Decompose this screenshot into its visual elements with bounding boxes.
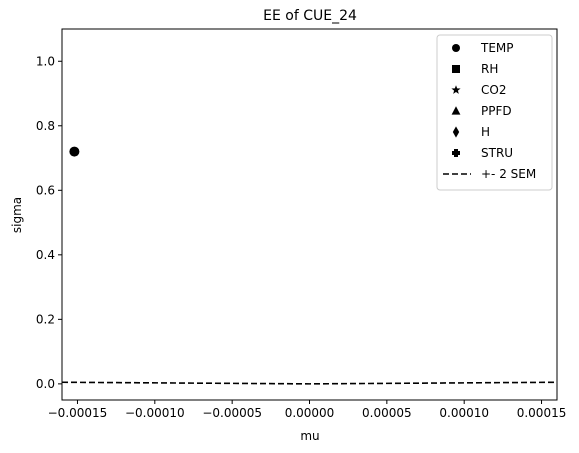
- legend-marker-h: [452, 126, 460, 138]
- x-tick-label: 0.00000: [285, 406, 335, 420]
- x-tick-label: 0.00010: [439, 406, 489, 420]
- x-tick-label: −0.00010: [125, 406, 185, 420]
- legend-marker-rh: [452, 65, 460, 73]
- y-tick-label: 0.0: [36, 377, 55, 391]
- x-tick-label: −0.00015: [48, 406, 108, 420]
- legend-label: STRU: [481, 146, 513, 160]
- y-axis-label: sigma: [10, 197, 24, 233]
- legend-label: TEMP: [480, 41, 514, 55]
- plot-area: −0.00015 −0.00010 −0.00005 0.00000 0.00005 0.…: [36, 28, 567, 420]
- x-tick-label: 0.00005: [362, 406, 412, 420]
- legend-label: H: [481, 125, 490, 139]
- x-axis-label: mu: [300, 429, 319, 443]
- y-tick-label: 1.0: [36, 54, 55, 68]
- legend-marker-co2: [451, 85, 461, 94]
- legend-label: +- 2 SEM: [481, 167, 536, 181]
- legend-marker-ppfd: [451, 106, 461, 115]
- chart-title: EE of CUE_24: [263, 8, 357, 24]
- y-tick-label: 0.8: [36, 119, 55, 133]
- legend-box: [436, 34, 553, 191]
- legend: TEMP RH CO2 PPFD H STRU +- 2 SEM: [436, 34, 553, 191]
- legend-marker-temp: [452, 44, 460, 52]
- legend-label: CO2: [481, 83, 506, 97]
- y-tick-label: 0.4: [36, 248, 55, 262]
- legend-label: RH: [481, 62, 498, 76]
- legend-label: PPFD: [481, 104, 512, 118]
- legend-marker-stru: [452, 149, 460, 157]
- data-point-temp: [69, 146, 80, 157]
- x-tick-label: 0.00015: [517, 406, 567, 420]
- y-tick-label: 0.6: [36, 183, 55, 197]
- x-tick-label: −0.00005: [202, 406, 262, 420]
- y-tick-label: 0.2: [36, 312, 55, 326]
- sem-line: [61, 381, 558, 385]
